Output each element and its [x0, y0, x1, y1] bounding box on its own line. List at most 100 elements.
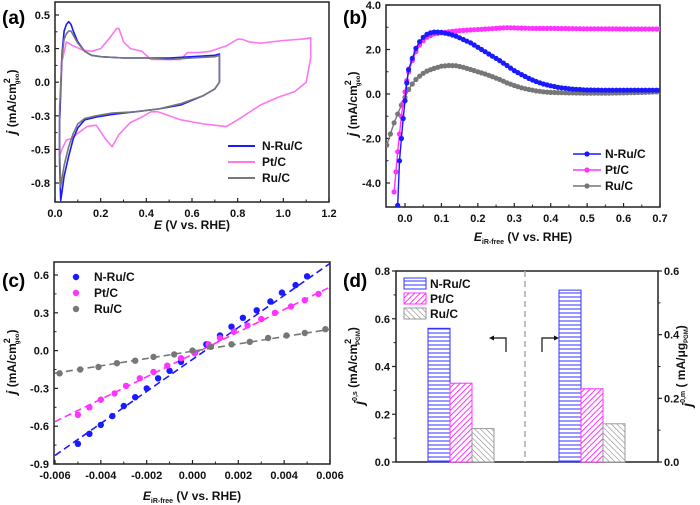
- data-point: [642, 87, 649, 93]
- data-point: [613, 87, 619, 93]
- panel-label-d: (d): [343, 271, 367, 292]
- x-tick-label: 0.5: [579, 213, 594, 225]
- left-y-tick-label: 0.8: [375, 266, 390, 278]
- data-point-pt-c: [301, 297, 308, 304]
- data-point: [650, 87, 656, 93]
- legend-marker-ru-c: [72, 305, 80, 313]
- data-point: [396, 158, 403, 164]
- data-point: [395, 149, 401, 155]
- x-axis-title: E (V vs. RHE): [154, 218, 230, 232]
- y-tick-label: 0.0: [34, 346, 49, 358]
- legend-marker-pt-c: [72, 289, 80, 297]
- x-tick-label: 0.006: [316, 470, 344, 482]
- y-tick-label: -2.0: [362, 134, 381, 146]
- data-point: [631, 87, 638, 93]
- data-point: [653, 87, 660, 93]
- data-point-pt-c: [164, 362, 171, 369]
- x-tick-label: 0.2: [470, 213, 485, 225]
- data-point: [628, 26, 634, 32]
- y-tick-label: -0.8: [31, 178, 50, 190]
- data-point-n-ru-c: [154, 375, 162, 382]
- legend-label-n-ru-c: N-Ru/C: [262, 139, 303, 153]
- data-point-ru-c: [113, 360, 121, 367]
- data-point: [471, 27, 477, 33]
- data-point-n-ru-c: [166, 367, 173, 374]
- legend-label-pt-c: Pt/C: [262, 155, 286, 169]
- data-point: [406, 66, 412, 73]
- data-point: [573, 86, 579, 92]
- data-point: [584, 87, 590, 93]
- data-point: [497, 58, 503, 64]
- data-point: [591, 87, 598, 93]
- y-axis-title: j0,s (mA/cm2 PGM): [343, 327, 367, 407]
- data-point: [409, 55, 415, 62]
- data-point: [413, 45, 419, 52]
- y-tick-label: -0.9: [30, 459, 49, 471]
- data-point: [631, 26, 638, 32]
- right-y-tick-label: 0.2: [664, 393, 679, 405]
- data-point: [548, 25, 554, 31]
- data-point: [391, 189, 397, 195]
- y-tick-label: -4.0: [362, 178, 381, 190]
- series-n-ru-c: [395, 29, 660, 207]
- data-point: [628, 87, 634, 93]
- data-point-pt-c: [86, 404, 93, 411]
- data-point: [508, 25, 514, 31]
- data-point: [446, 62, 452, 69]
- y-tick-label: -0.5: [31, 144, 50, 156]
- bar-ru-c-specific: [471, 428, 495, 463]
- legend-marker-pt-c: [584, 167, 590, 173]
- data-point-pt-c: [315, 290, 322, 298]
- right-y-tick-label: 0.4: [664, 330, 680, 342]
- data-point: [400, 115, 406, 122]
- y-tick-label: 0.3: [34, 308, 49, 320]
- data-point: [393, 169, 399, 175]
- right-axis-arrow-icon: [541, 337, 556, 352]
- data-point: [617, 26, 623, 32]
- data-point: [386, 142, 390, 148]
- data-point: [599, 26, 605, 32]
- legend-label-pt-c: Pt/C: [430, 292, 454, 306]
- data-point: [639, 87, 645, 93]
- x-tick-label: 0.004: [270, 470, 298, 482]
- left-y-tick-label: 0.2: [375, 409, 390, 421]
- x-tick-label: 0.8: [230, 208, 245, 220]
- data-point: [395, 202, 401, 207]
- data-point: [573, 90, 579, 96]
- data-point: [529, 25, 536, 31]
- series-line-ru-c: [58, 30, 221, 188]
- data-point: [413, 76, 419, 83]
- data-point: [497, 25, 503, 31]
- data-point-n-ru-c: [86, 430, 93, 437]
- legend-label-ru-c: Ru/C: [262, 171, 290, 185]
- data-point-n-ru-c: [228, 323, 235, 330]
- data-point-n-ru-c: [292, 281, 299, 289]
- data-point: [610, 87, 616, 93]
- x-tick-label: -0.002: [131, 470, 162, 482]
- data-point-n-ru-c: [303, 273, 311, 280]
- legend-label-ru-c: Ru/C: [605, 179, 633, 193]
- data-point: [508, 65, 514, 71]
- data-point-ru-c: [171, 351, 178, 358]
- data-point: [540, 25, 547, 31]
- left-axis-arrow-icon: [492, 337, 507, 352]
- data-point-n-ru-c: [120, 402, 128, 410]
- data-point-pt-c: [244, 322, 251, 329]
- data-point: [391, 120, 397, 126]
- data-point: [635, 26, 641, 32]
- data-point: [617, 87, 623, 93]
- y-axis-title: j (mA/cm2 geo): [2, 330, 21, 397]
- data-point-pt-c: [97, 396, 105, 403]
- bar-n-ru-c-specific: [427, 327, 451, 463]
- x-tick-label: 1.0: [276, 208, 291, 220]
- y-tick-label: -0.3: [31, 111, 50, 123]
- data-point-ru-c: [246, 338, 253, 345]
- data-point: [602, 87, 609, 93]
- panel-c-linear-region-chart: -0.006 -0.004 -0.002 0.000 0.002 0.004 0.006 0.…: [2, 261, 344, 505]
- legend-swatch-ru-c: [403, 307, 427, 320]
- data-point: [657, 26, 660, 32]
- data-point: [610, 26, 616, 32]
- x-tick-label: 0.4: [543, 213, 559, 225]
- data-point: [650, 26, 656, 32]
